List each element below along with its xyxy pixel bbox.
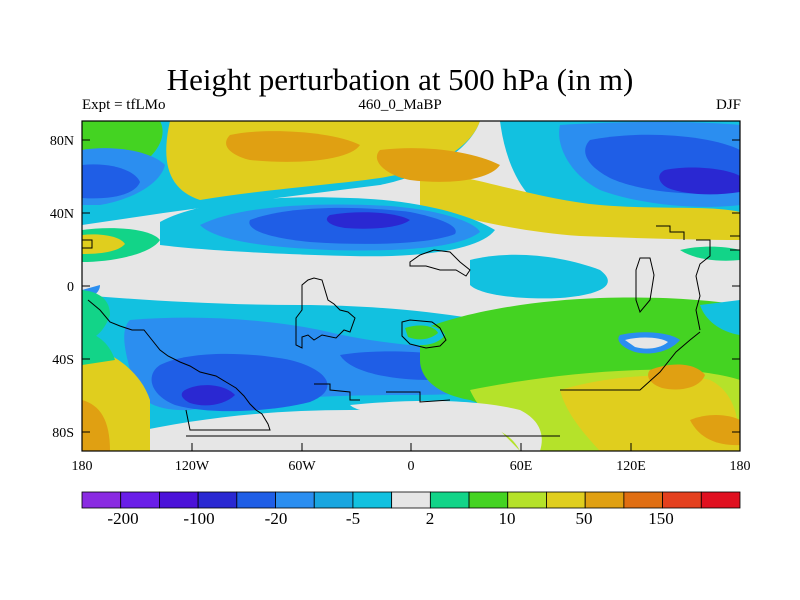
colorbar-label-6: 50 (576, 509, 593, 528)
colorbar-box-9 (429, 491, 470, 509)
x-tick-label-180e: 180 (730, 459, 751, 474)
plot-title: Height perturbation at 500 hPa (in m) (166, 62, 634, 97)
coast-west-shelf (82, 239, 93, 249)
colorbar-box-11 (507, 491, 547, 509)
contour-trough-deep (326, 212, 410, 229)
coast-east-island (656, 225, 685, 240)
colorbar-box-0 (81, 491, 122, 509)
x-tick-label-60e: 60E (510, 459, 533, 474)
colorbar-label-5: 10 (499, 509, 516, 528)
colorbar-box-12 (546, 491, 586, 509)
contour-east-white-pocket (625, 337, 668, 349)
colorbar-box-2 (159, 491, 199, 509)
colorbar-box-5 (275, 491, 315, 509)
coast-south-africa (401, 319, 447, 349)
coast-antarctica (186, 331, 701, 437)
x-tick-label-0: 0 (408, 459, 415, 474)
colorbar-box-16 (700, 491, 741, 509)
season-label: DJF (715, 97, 741, 113)
x-tick-marks (81, 443, 741, 451)
y-tick-label-40s: 40S (52, 353, 74, 368)
contour-north-orange (226, 131, 360, 162)
x-tick-label-120e: 120E (616, 459, 646, 474)
y-tick-marks (82, 139, 740, 433)
colorbar-box-8 (391, 491, 431, 509)
colorbar-box-4 (236, 491, 276, 509)
colorbar-label-3: -5 (346, 509, 360, 528)
x-tick-labels: 180 120W 60W 0 60E 120E 180 (72, 459, 751, 474)
coast-africa (409, 249, 471, 277)
contour-west-yellow (82, 234, 125, 254)
time-label: 460_0_MaBP (358, 97, 442, 113)
colorbar: -200 -100 -20 -5 2 10 50 150 (81, 491, 741, 528)
colorbar-box-15 (662, 491, 702, 509)
colorbar-label-0: -200 (107, 509, 138, 528)
y-tick-label-80s: 80S (52, 426, 74, 441)
colorbar-box-13 (584, 491, 625, 509)
contour-tropic-cyan (470, 254, 608, 299)
contour-field (82, 121, 740, 451)
coast-east-coast (695, 239, 711, 331)
y-tick-label-eq: 0 (67, 280, 74, 295)
contour-se-yellow (560, 375, 740, 451)
colorbar-box-3 (197, 491, 238, 509)
experiment-label: Expt = tfLMo (82, 97, 166, 113)
y-tick-labels: 80N 40N 0 40S 80S (50, 134, 74, 441)
coast-east-right-edge (730, 235, 740, 251)
y-tick-label-80n: 80N (50, 134, 74, 149)
contour-east-mid-orange (376, 148, 500, 182)
colorbar-box-6 (313, 491, 354, 509)
contour-south-green-blob (405, 325, 438, 340)
colorbar-label-4: 2 (426, 509, 435, 528)
colorbar-label-1: -100 (183, 509, 214, 528)
contour-white-band (350, 400, 542, 451)
y-tick-label-40n: 40N (50, 207, 74, 222)
contour-north-west-deep (82, 164, 140, 199)
contour-sw-green (82, 330, 115, 365)
x-tick-label-120w: 120W (175, 459, 210, 474)
contour-east-mid-yellow (420, 170, 740, 240)
x-tick-label-180w: 180 (72, 459, 93, 474)
colorbar-label-2: -20 (265, 509, 288, 528)
colorbar-box-10 (468, 491, 509, 509)
colorbar-label-7: 150 (648, 509, 674, 528)
colorbar-labels: -200 -100 -20 -5 2 10 50 150 (107, 509, 673, 528)
coast-americas (295, 277, 356, 349)
contour-south-green (82, 290, 110, 342)
coast-south-islands (314, 383, 360, 401)
contour-south-deep (181, 385, 235, 406)
x-tick-label-60w: 60W (288, 459, 316, 474)
colorbar-box-14 (623, 491, 663, 509)
coast-east-asia (635, 257, 655, 314)
colorbar-box-1 (120, 491, 160, 509)
contour-sw-orange (82, 400, 110, 451)
contour-se-orange (648, 364, 705, 390)
contour-north-east-deep (659, 167, 740, 195)
contour-se-cyan-east (700, 300, 740, 335)
contour-se-orange-2 (690, 415, 740, 446)
colorbar-boxes (81, 491, 741, 509)
coastlines (82, 225, 740, 437)
colorbar-box-7 (352, 491, 393, 509)
coast-southern-ridge (386, 391, 451, 403)
coast-south-america-east (87, 299, 271, 431)
